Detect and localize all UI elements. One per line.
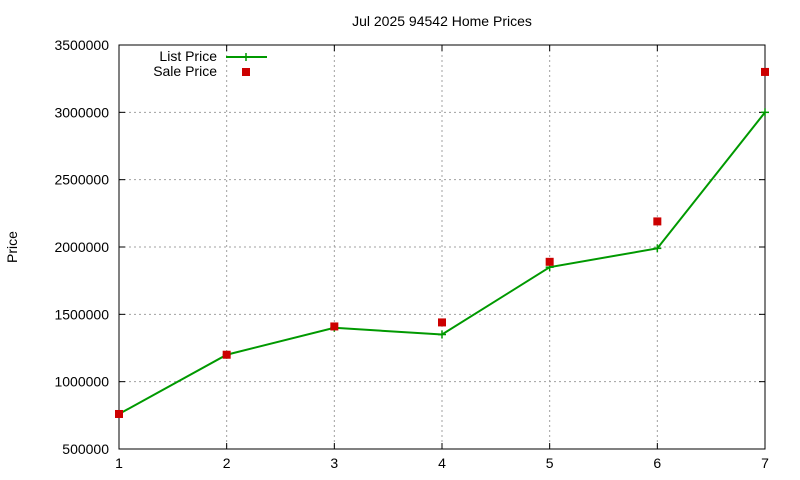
- sale-price-point: [438, 318, 446, 327]
- legend-marker-list-price: [242, 53, 250, 61]
- sale-price-point: [330, 322, 339, 331]
- list-price-point: [761, 108, 769, 117]
- x-tick-label: 4: [438, 455, 446, 471]
- legend-label-list-price: List Price: [159, 48, 217, 64]
- plot-frame: [118, 44, 766, 450]
- y-tick-label: 3000000: [54, 104, 109, 120]
- x-tick-label: 7: [761, 455, 769, 471]
- y-tick-label: 1000000: [54, 374, 109, 390]
- sale-price-point: [222, 350, 231, 359]
- list-price-point: [653, 244, 662, 253]
- grid: [119, 45, 765, 449]
- x-tick-label: 2: [223, 455, 231, 471]
- legend: List Price Sale Price: [153, 48, 267, 79]
- legend-swatch-sale-price: [242, 68, 250, 76]
- sale-price-point: [545, 257, 554, 266]
- series-line-list-price: [118, 111, 766, 415]
- list-price-point: [438, 330, 446, 339]
- y-tick-label: 1500000: [54, 306, 109, 322]
- legend-label-sale-price: Sale Price: [153, 63, 217, 79]
- y-axis-label: Price: [4, 231, 20, 263]
- sale-price-point: [761, 67, 769, 76]
- x-tick-label: 1: [115, 455, 123, 471]
- x-tick-label: 5: [546, 455, 554, 471]
- sale-price-point: [115, 409, 123, 418]
- x-tick-label: 3: [330, 455, 338, 471]
- y-tick-label: 2500000: [54, 172, 109, 188]
- chart-title: Jul 2025 94542 Home Prices: [352, 13, 532, 29]
- x-tick-label: 6: [653, 455, 661, 471]
- sale-price-point: [653, 217, 662, 226]
- series: [115, 67, 769, 418]
- y-tick-label: 3500000: [54, 37, 109, 53]
- y-tick-label: 2000000: [54, 239, 109, 255]
- axis-ticks: 500000 1000000 1500000 2000000 2500000 300000…: [54, 37, 769, 471]
- y-tick-label: 500000: [62, 441, 109, 457]
